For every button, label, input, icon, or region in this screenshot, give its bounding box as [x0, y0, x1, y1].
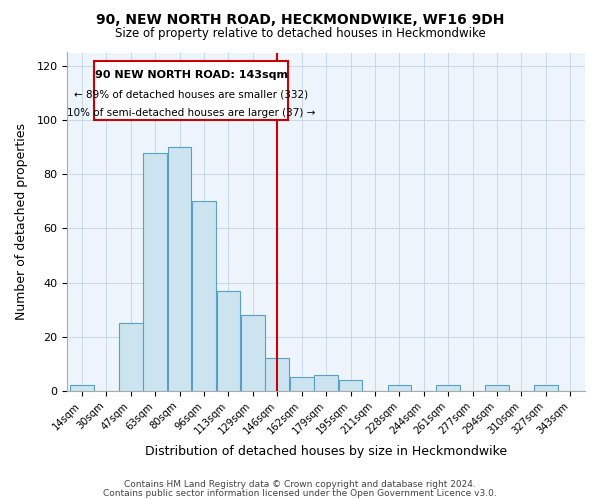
Text: 90, NEW NORTH ROAD, HECKMONDWIKE, WF16 9DH: 90, NEW NORTH ROAD, HECKMONDWIKE, WF16 9… [96, 12, 504, 26]
Text: Size of property relative to detached houses in Heckmondwike: Size of property relative to detached ho… [115, 28, 485, 40]
Bar [217, 290, 240, 391]
FancyBboxPatch shape [94, 60, 288, 120]
Text: 10% of semi-detached houses are larger (37) →: 10% of semi-detached houses are larger (… [67, 108, 316, 118]
Text: Contains HM Land Registry data © Crown copyright and database right 2024.: Contains HM Land Registry data © Crown c… [124, 480, 476, 489]
Text: Contains public sector information licensed under the Open Government Licence v3: Contains public sector information licen… [103, 488, 497, 498]
Text: 90 NEW NORTH ROAD: 143sqm: 90 NEW NORTH ROAD: 143sqm [95, 70, 287, 80]
Bar [241, 315, 265, 391]
X-axis label: Distribution of detached houses by size in Heckmondwike: Distribution of detached houses by size … [145, 444, 507, 458]
Bar [119, 323, 143, 391]
Bar [265, 358, 289, 391]
Bar [338, 380, 362, 391]
Bar [70, 386, 94, 391]
Bar [314, 374, 338, 391]
Bar [290, 378, 314, 391]
Text: ← 89% of detached houses are smaller (332): ← 89% of detached houses are smaller (33… [74, 89, 308, 99]
Y-axis label: Number of detached properties: Number of detached properties [15, 123, 28, 320]
Bar [192, 202, 216, 391]
Bar [143, 152, 167, 391]
Bar [534, 386, 558, 391]
Bar [436, 386, 460, 391]
Bar [388, 386, 411, 391]
Bar [167, 147, 191, 391]
Bar [485, 386, 509, 391]
